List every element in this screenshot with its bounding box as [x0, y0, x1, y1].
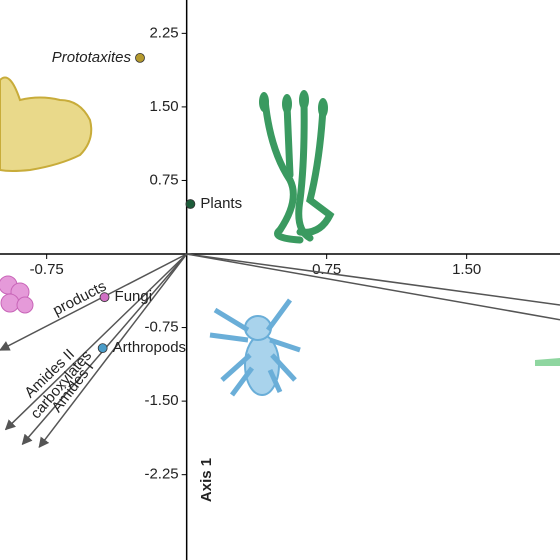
y-tick-label: -2.25 [144, 466, 178, 483]
plant-drawing [261, 96, 335, 244]
right-drawing [535, 358, 560, 366]
fungi-drawing [0, 275, 34, 314]
point [185, 199, 196, 209]
y-tick-label: -0.75 [144, 319, 178, 336]
y-tick-label: -1.50 [144, 392, 178, 409]
x-tick-label: 0.75 [312, 261, 341, 278]
x-tick-label: -0.75 [30, 261, 64, 278]
point-label: Arthropods [113, 339, 186, 356]
loading-vector [186, 253, 560, 321]
loading-vector [4, 253, 188, 431]
point-label: Prototaxites [52, 49, 132, 66]
loading-vector [186, 253, 560, 306]
point-label: Plants [200, 195, 242, 212]
plant-tips [259, 90, 328, 118]
loading-vector [38, 253, 188, 449]
y-tick-label: 2.25 [149, 24, 178, 41]
y-tick-label: 0.75 [149, 171, 178, 188]
loading-vector [0, 253, 188, 351]
point-label: Fungi [115, 288, 153, 305]
prototaxites-drawing [0, 76, 93, 172]
point [99, 292, 110, 303]
spider-drawing [209, 298, 301, 397]
x-tick-label: 1.50 [452, 261, 481, 278]
illustrations [0, 76, 560, 397]
y-tick-label: 1.50 [149, 98, 178, 115]
point [135, 52, 145, 63]
point [97, 343, 108, 354]
axis-title: Axis 1 [198, 458, 215, 502]
